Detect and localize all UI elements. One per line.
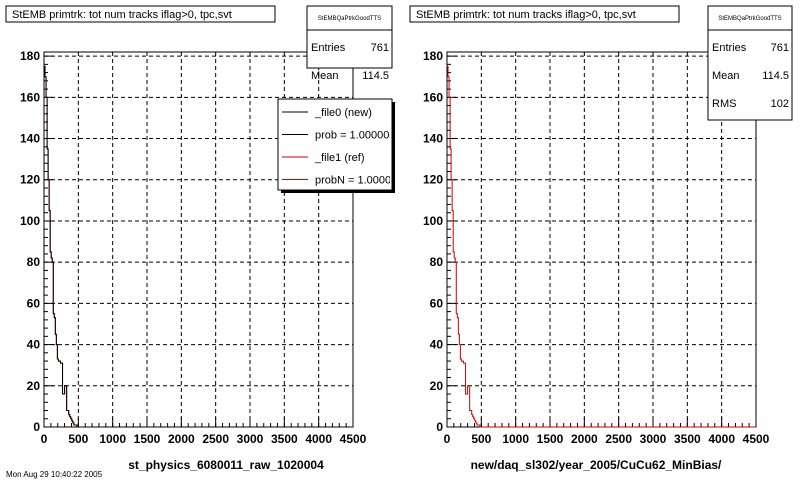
stats-label: Entries xyxy=(712,42,747,54)
y-tick-label: 100 xyxy=(423,214,443,228)
stats-value: 761 xyxy=(771,42,789,54)
y-tick-label: 180 xyxy=(20,49,40,63)
legend-entries: _file0 (new) prob = 1.000000 _file1 (ref) p… xyxy=(282,107,403,187)
y-tick-label: 60 xyxy=(27,296,41,310)
legend-label: _file1 (ref) xyxy=(314,152,365,164)
stats-box xyxy=(306,5,393,69)
y-tick-label: 60 xyxy=(430,296,444,310)
x-tick-label: 0 xyxy=(41,432,48,446)
stats-value: 102 xyxy=(771,98,789,110)
y-tick-label: 80 xyxy=(27,255,41,269)
stats-box xyxy=(707,5,793,121)
x-tick-label: 4000 xyxy=(305,432,332,446)
legend-box xyxy=(277,98,393,191)
y-tick-label: 120 xyxy=(423,173,443,187)
x-tick-label: 500 xyxy=(68,432,88,446)
x-tick-label: 4500 xyxy=(340,432,367,446)
title-box xyxy=(409,5,680,23)
stats-label: Entries xyxy=(311,42,346,54)
footer-date: Mon Aug 29 10:40:22 2005 xyxy=(6,470,103,479)
x-tick-label: 3500 xyxy=(674,432,701,446)
y-tick-label: 140 xyxy=(20,132,40,146)
x-tick-label: 4500 xyxy=(743,432,770,446)
x-tick-label: 0 xyxy=(444,432,451,446)
y-tick-label: 160 xyxy=(423,90,443,104)
stats-value: 761 xyxy=(371,42,389,54)
right-histogram-panel: 0 500 1000 1500 2000 2500 3000 3500 4000 4500 0 20 4… xyxy=(409,5,793,472)
chart-title: StEMB primtrk: tot num tracks iflag>0, t… xyxy=(416,9,636,21)
x-axis-title: new/daq_sl302/year_2005/CuCu62_MinBias/ xyxy=(471,458,722,472)
stats-name: StEMBQaPtrkGoodTTS xyxy=(318,16,381,22)
stats-name: StEMBQaPtrkGoodTTS xyxy=(718,16,781,22)
stats-value: 114.5 xyxy=(762,70,789,82)
x-tick-label: 1000 xyxy=(99,432,126,446)
legend-label: probN = 1.000000 xyxy=(315,175,403,187)
x-tick-label: 2500 xyxy=(605,432,632,446)
y-tick-label: 100 xyxy=(20,214,40,228)
x-tick-label: 3000 xyxy=(237,432,264,446)
stats-label: RMS xyxy=(712,98,736,110)
title-box xyxy=(5,5,276,23)
legend-label: prob = 1.000000 xyxy=(315,130,395,142)
y-tick-label: 0 xyxy=(33,420,40,434)
series-line-0 xyxy=(447,65,756,428)
chart-title: StEMB primtrk: tot num tracks iflag>0, t… xyxy=(12,9,232,21)
x-tick-label: 2000 xyxy=(168,432,195,446)
stats-label: Mean xyxy=(311,70,339,82)
x-axis-title: st_physics_6080011_raw_1020004 xyxy=(128,458,324,472)
stats-value: 114.5 xyxy=(362,70,389,82)
y-tick-label: 0 xyxy=(436,420,443,434)
y-tick-label: 40 xyxy=(430,338,444,352)
y-tick-label: 80 xyxy=(430,255,444,269)
x-tick-label: 2000 xyxy=(571,432,598,446)
x-tick-label: 500 xyxy=(471,432,491,446)
series-line-1 xyxy=(44,65,353,428)
plot-frame xyxy=(446,51,757,428)
x-tick-label: 4000 xyxy=(708,432,735,446)
y-tick-label: 140 xyxy=(423,132,443,146)
legend-label: _file0 (new) xyxy=(314,107,372,119)
x-tick-label: 3500 xyxy=(271,432,298,446)
x-tick-label: 1000 xyxy=(502,432,529,446)
x-tick-label: 1500 xyxy=(134,432,161,446)
x-tick-label: 2500 xyxy=(202,432,229,446)
y-tick-label: 40 xyxy=(27,338,41,352)
y-tick-label: 20 xyxy=(27,379,41,393)
y-tick-label: 120 xyxy=(20,173,40,187)
left-histogram-panel: 0 500 1000 1500 2000 2500 3000 3500 4000 4500 0 20 4… xyxy=(5,5,403,472)
stats-label: Mean xyxy=(712,70,740,82)
x-tick-label: 3000 xyxy=(640,432,667,446)
y-tick-label: 160 xyxy=(20,90,40,104)
x-tick-label: 1500 xyxy=(537,432,564,446)
y-tick-label: 180 xyxy=(423,49,443,63)
y-tick-label: 20 xyxy=(430,379,444,393)
